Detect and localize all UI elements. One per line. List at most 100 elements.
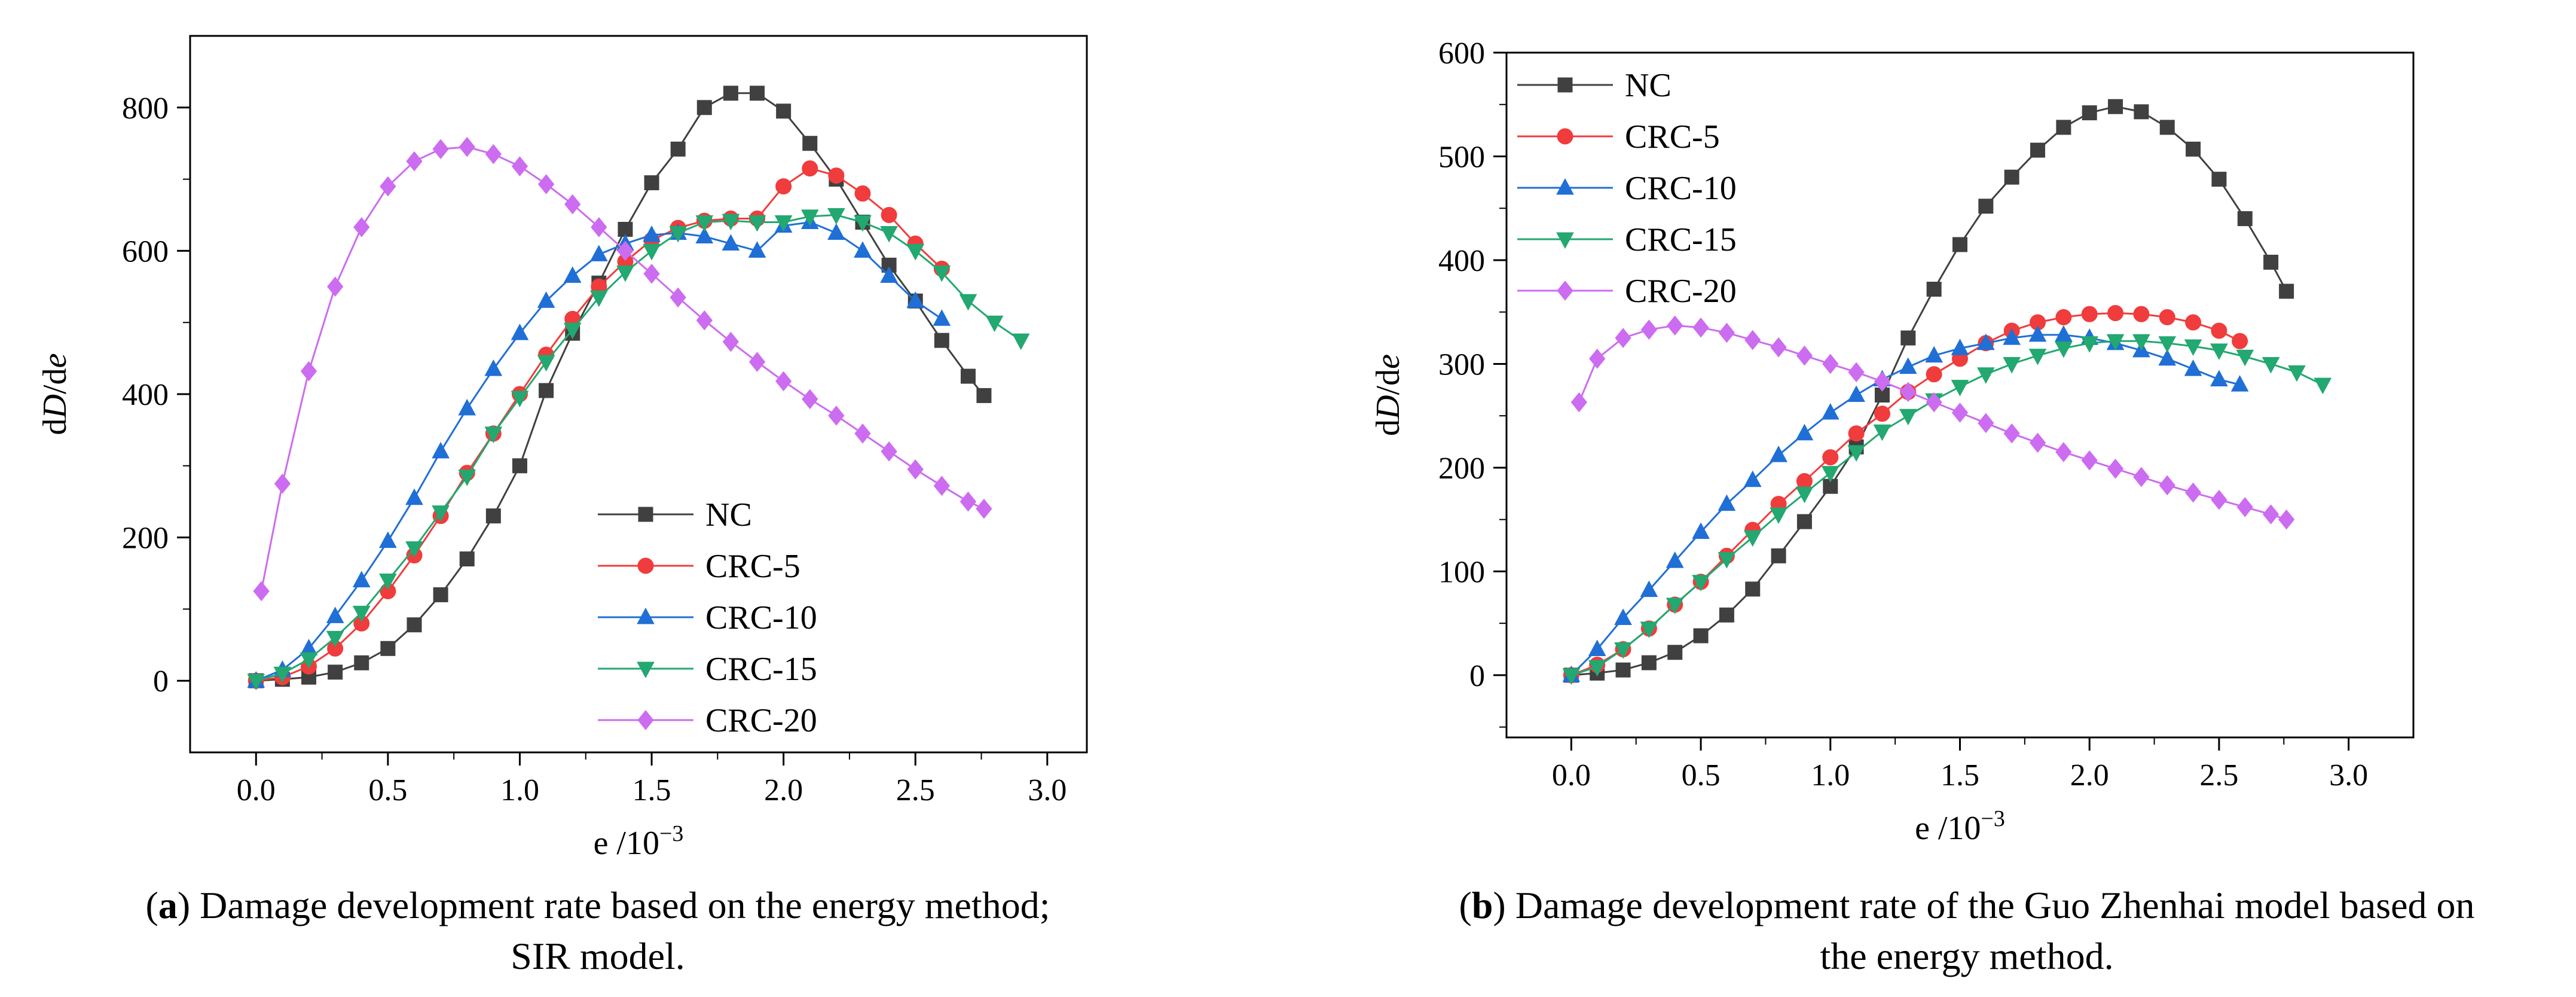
marker-b-NC-point-17 <box>2004 169 2019 185</box>
marker-a-CRC-10-point-6 <box>405 488 423 505</box>
marker-a-CRC-15-point-24 <box>880 225 898 243</box>
marker-a-NC-point-27 <box>960 368 976 384</box>
marker-b-CRC-15-point-29 <box>2314 377 2332 395</box>
marker-a-CRC-15-point-0 <box>247 673 265 691</box>
marker-b-CRC-20-point-14 <box>1926 392 1942 413</box>
marker-b-CRC-20-point-10 <box>1822 353 1839 374</box>
marker-a-NC-point-5 <box>380 641 396 656</box>
caption-b-line1: (b) Damage development rate of the Guo Z… <box>1459 884 2475 926</box>
marker-a-CRC-20-point-16 <box>670 287 686 308</box>
series-a-NC <box>248 86 992 688</box>
x-tick-label-b-3: 1.5 <box>1941 758 1979 792</box>
legend-marker-a-CRC-15-point-0 <box>637 661 655 679</box>
marker-b-CRC-10-point-5 <box>1692 522 1710 539</box>
marker-b-CRC-20-point-7 <box>1744 330 1761 350</box>
marker-b-CRC-10-point-23 <box>2158 349 2177 366</box>
marker-b-CRC-20-point-0 <box>1570 392 1588 413</box>
marker-b-CRC-20-point-20 <box>2081 450 2098 471</box>
marker-b-CRC-20-point-15 <box>1951 403 1969 423</box>
marker-b-CRC-15-point-7 <box>1743 530 1762 547</box>
marker-b-CRC-5-point-26 <box>2232 333 2248 349</box>
plot-frame-a <box>189 35 1088 754</box>
marker-a-CRC-20-point-23 <box>854 423 871 444</box>
marker-b-CRC-20-point-22 <box>2133 467 2150 487</box>
marker-b-CRC-5-point-19 <box>2055 309 2072 325</box>
marker-a-CRC-20-point-28 <box>976 498 992 519</box>
y-tick-label-b-6: 600 <box>1438 36 1485 71</box>
marker-a-CRC-15-point-10 <box>511 391 529 408</box>
marker-a-CRC-5-point-20 <box>775 178 792 195</box>
marker-b-CRC-10-point-10 <box>1821 403 1839 420</box>
marker-a-CRC-15-point-1 <box>273 666 292 684</box>
marker-b-CRC-15-point-6 <box>1718 552 1736 569</box>
marker-a-NC-point-28 <box>976 388 992 403</box>
marker-b-NC-point-3 <box>1641 655 1657 670</box>
y-tick-label-a-4: 800 <box>122 92 169 126</box>
marker-a-CRC-15-point-2 <box>300 652 318 669</box>
marker-b-CRC-20-point-4 <box>1667 315 1683 336</box>
marker-a-CRC-20-point-14 <box>617 240 634 261</box>
marker-a-NC-point-6 <box>407 617 422 633</box>
marker-a-NC-point-26 <box>934 333 949 348</box>
marker-b-NC-point-26 <box>2237 211 2253 227</box>
marker-a-CRC-20-point-6 <box>406 151 423 172</box>
marker-a-CRC-10-point-17 <box>695 227 714 243</box>
marker-a-CRC-5-point-24 <box>881 207 897 223</box>
marker-b-CRC-10-point-2 <box>1614 608 1632 625</box>
marker-a-CRC-20-point-17 <box>696 310 713 331</box>
marker-b-CRC-15-point-19 <box>2055 341 2073 358</box>
marker-a-CRC-15-point-29 <box>1012 333 1030 350</box>
x-tick-label-a-2: 1.0 <box>500 773 539 807</box>
marker-b-CRC-20-point-5 <box>1692 317 1709 338</box>
marker-a-NC-point-21 <box>802 136 818 151</box>
marker-b-NC-point-18 <box>2030 142 2046 158</box>
legend-marker-a-CRC-10-point-0 <box>637 607 655 624</box>
x-tick-label-b-2: 1.0 <box>1811 758 1850 792</box>
marker-a-CRC-10-point-26 <box>933 309 951 326</box>
y-tick-label-b-2: 200 <box>1438 452 1485 486</box>
legend-marker-a-CRC-5-point-0 <box>637 557 654 574</box>
marker-a-CRC-5-point-21 <box>802 160 818 177</box>
legend-marker-b-CRC-5-point-0 <box>1557 128 1573 145</box>
marker-a-CRC-20-point-19 <box>748 352 766 372</box>
marker-b-CRC-20-point-3 <box>1640 319 1658 340</box>
legend-marker-a-CRC-20-point-0 <box>637 710 654 730</box>
series-b-CRC-15 <box>1562 334 2332 685</box>
marker-b-CRC-20-point-25 <box>2211 489 2227 510</box>
legend-marker-a-NC-point-0 <box>638 507 653 522</box>
marker-b-CRC-10-point-8 <box>1770 446 1787 462</box>
series-a-CRC-15 <box>247 208 1030 691</box>
series-line-a-CRC-20 <box>260 146 985 592</box>
legend-label-b-NC: NC <box>1625 67 1672 104</box>
marker-a-CRC-15-point-17 <box>695 215 714 232</box>
marker-b-CRC-20-point-13 <box>1900 382 1917 403</box>
marker-b-NC-point-6 <box>1719 607 1734 623</box>
marker-a-CRC-15-point-25 <box>906 243 925 261</box>
legend-marker-b-CRC-15-point-0 <box>1556 232 1574 249</box>
marker-b-CRC-15-point-9 <box>1795 486 1814 504</box>
legend-marker-b-CRC-20-point-0 <box>1557 280 1573 301</box>
marker-b-CRC-5-point-12 <box>1874 405 1890 422</box>
marker-a-CRC-15-point-13 <box>589 290 608 307</box>
x-tick-label-a-0: 0.0 <box>237 773 276 807</box>
x-tick-label-b-4: 2.0 <box>2070 758 2109 792</box>
marker-a-CRC-20-point-27 <box>959 491 977 512</box>
x-tick-label-b-0: 0.0 <box>1552 758 1591 792</box>
marker-a-CRC-20-point-1 <box>274 473 291 494</box>
legend-label-a-CRC-5: CRC-5 <box>705 548 800 585</box>
marker-a-CRC-10-point-11 <box>537 291 555 308</box>
marker-a-CRC-20-point-0 <box>253 581 270 602</box>
marker-b-NC-point-14 <box>1926 282 1942 297</box>
marker-b-CRC-20-point-23 <box>2159 475 2175 496</box>
marker-a-NC-point-20 <box>776 103 792 119</box>
marker-a-CRC-10-point-9 <box>484 359 503 376</box>
x-tick-label-b-5: 2.5 <box>2199 758 2238 792</box>
marker-b-CRC-10-point-17 <box>2003 328 2021 345</box>
marker-b-NC-point-19 <box>2056 120 2071 135</box>
marker-b-CRC-20-point-2 <box>1615 328 1631 348</box>
series-line-b-CRC-15 <box>1570 340 2323 676</box>
marker-b-CRC-20-point-12 <box>1874 371 1891 392</box>
marker-a-CRC-15-point-6 <box>405 541 423 558</box>
marker-b-CRC-15-point-21 <box>2106 334 2125 351</box>
legend-b: NC CRC-5 CRC-10 CRC-15 CRC-20 <box>1517 67 1737 310</box>
